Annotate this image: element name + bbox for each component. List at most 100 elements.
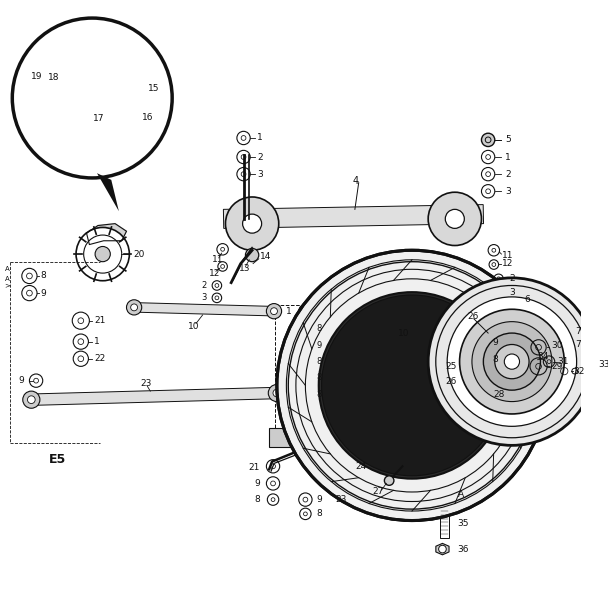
Text: 9: 9 [254, 479, 260, 488]
Text: 15: 15 [148, 84, 160, 93]
Text: 9: 9 [317, 341, 322, 350]
Text: 8: 8 [254, 495, 260, 504]
Text: 2: 2 [201, 281, 207, 290]
Circle shape [554, 329, 571, 346]
Circle shape [266, 304, 282, 319]
Circle shape [483, 333, 541, 390]
Polygon shape [364, 309, 468, 322]
Bar [574, 363, 595, 380]
Text: 3: 3 [257, 170, 263, 179]
Text: 26: 26 [467, 312, 478, 322]
Text: 26: 26 [445, 377, 457, 386]
Text: >: > [5, 283, 10, 289]
Text: 11: 11 [502, 251, 514, 260]
Text: 8: 8 [317, 373, 322, 382]
Circle shape [526, 324, 549, 348]
Text: 14: 14 [260, 253, 271, 261]
Text: 21: 21 [248, 463, 260, 472]
Circle shape [532, 330, 544, 342]
Text: 8: 8 [317, 391, 322, 399]
Circle shape [495, 345, 529, 379]
Circle shape [460, 309, 564, 414]
Circle shape [472, 322, 552, 402]
Text: 2: 2 [257, 152, 263, 162]
Circle shape [12, 18, 172, 178]
Polygon shape [223, 205, 483, 228]
Bar [440, 509, 449, 537]
Circle shape [271, 308, 277, 314]
Circle shape [445, 209, 465, 228]
Text: 3: 3 [201, 293, 207, 302]
Text: 25: 25 [445, 362, 457, 371]
Circle shape [243, 214, 261, 233]
Text: 20: 20 [133, 250, 145, 258]
Text: 18: 18 [47, 73, 59, 81]
Text: 8: 8 [41, 271, 47, 280]
Text: 2: 2 [509, 274, 515, 283]
Circle shape [49, 87, 55, 93]
Text: 21: 21 [94, 316, 106, 325]
Text: 3: 3 [505, 187, 511, 196]
Text: 16: 16 [142, 113, 153, 123]
Text: 36: 36 [458, 545, 469, 553]
Polygon shape [134, 303, 274, 316]
Circle shape [447, 297, 576, 427]
Circle shape [357, 309, 372, 325]
Circle shape [246, 248, 259, 262]
Polygon shape [506, 284, 525, 316]
Circle shape [22, 391, 40, 408]
Text: 34: 34 [537, 352, 549, 361]
Text: 12: 12 [502, 259, 514, 268]
Text: 29: 29 [551, 362, 562, 371]
Circle shape [319, 292, 505, 478]
Circle shape [268, 385, 285, 402]
Text: 3: 3 [509, 288, 515, 297]
Circle shape [607, 363, 608, 385]
Circle shape [277, 250, 547, 520]
Circle shape [147, 96, 157, 106]
Polygon shape [86, 224, 126, 245]
Text: A: A [458, 490, 464, 499]
Text: 35: 35 [458, 519, 469, 528]
Text: 12: 12 [209, 268, 221, 278]
Polygon shape [467, 304, 517, 323]
Text: 27: 27 [372, 487, 384, 497]
Text: 22: 22 [94, 354, 105, 363]
Circle shape [384, 476, 394, 486]
Polygon shape [52, 87, 144, 107]
Text: 30: 30 [551, 341, 562, 350]
Circle shape [464, 310, 471, 317]
Text: 8: 8 [492, 355, 498, 364]
Text: 8: 8 [317, 509, 323, 519]
Circle shape [428, 192, 482, 245]
Circle shape [140, 101, 147, 108]
Text: 9: 9 [41, 289, 47, 297]
Text: 7: 7 [576, 340, 581, 349]
Text: 1: 1 [286, 307, 292, 316]
Bar [275, 304, 337, 428]
Circle shape [226, 197, 278, 250]
Text: 23: 23 [141, 379, 152, 388]
Circle shape [126, 300, 142, 315]
Text: 9: 9 [492, 338, 498, 347]
Polygon shape [31, 387, 277, 405]
Circle shape [482, 133, 495, 146]
Polygon shape [436, 543, 449, 555]
Circle shape [428, 278, 596, 445]
Text: 24: 24 [355, 462, 366, 471]
Text: 33: 33 [598, 360, 608, 369]
Circle shape [533, 331, 543, 341]
Circle shape [559, 334, 566, 342]
Text: A: A [5, 266, 10, 273]
Text: 5: 5 [505, 135, 511, 145]
Text: 23: 23 [336, 495, 347, 504]
Text: 17: 17 [93, 114, 105, 123]
Polygon shape [97, 173, 119, 211]
Polygon shape [508, 312, 536, 339]
Text: 8: 8 [317, 357, 322, 366]
Circle shape [559, 334, 566, 342]
Text: 13: 13 [239, 264, 250, 273]
Circle shape [44, 83, 60, 98]
Text: 9: 9 [18, 376, 24, 385]
Text: 10: 10 [188, 322, 200, 331]
